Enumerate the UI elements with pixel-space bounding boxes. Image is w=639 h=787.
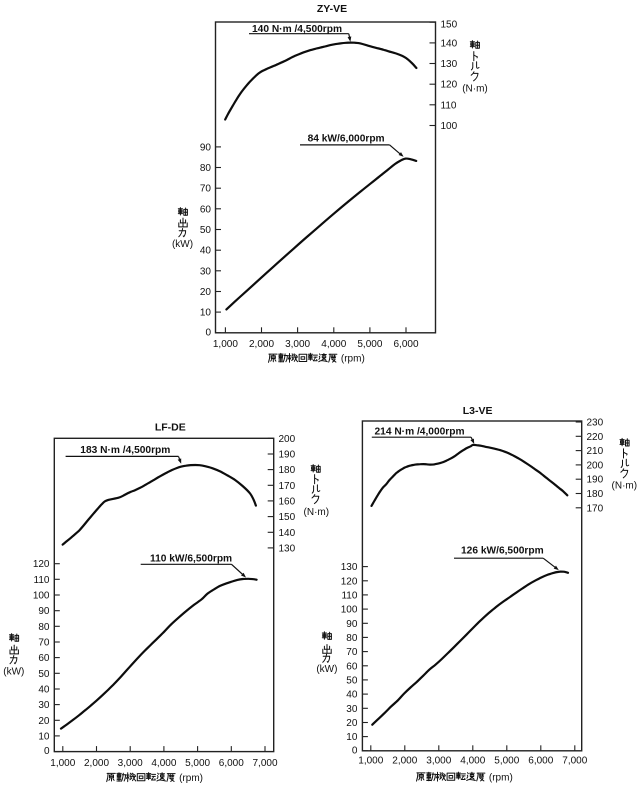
- svg-text:(N·m): (N·m): [612, 480, 638, 491]
- svg-text:LF-DE: LF-DE: [155, 422, 186, 434]
- svg-text:70: 70: [200, 184, 212, 195]
- svg-text:20: 20: [200, 287, 212, 298]
- svg-text:230: 230: [587, 418, 604, 429]
- svg-text:214 N·m /4,000rpm: 214 N·m /4,000rpm: [375, 427, 465, 438]
- svg-text:90: 90: [38, 606, 50, 617]
- svg-text:(kW): (kW): [316, 664, 337, 675]
- svg-text:180: 180: [587, 489, 604, 500]
- svg-text:120: 120: [441, 80, 458, 91]
- svg-text:30: 30: [200, 266, 212, 277]
- svg-text:100: 100: [441, 121, 458, 132]
- svg-text:10: 10: [38, 731, 50, 742]
- svg-text:60: 60: [346, 661, 358, 672]
- svg-text:40: 40: [38, 685, 50, 696]
- svg-text:20: 20: [38, 716, 50, 727]
- svg-text:110: 110: [341, 590, 357, 601]
- svg-text:110: 110: [441, 100, 457, 111]
- svg-text:110: 110: [34, 575, 50, 586]
- svg-text:L3-VE: L3-VE: [463, 405, 493, 417]
- svg-text:183 N·m /4,500rpm: 183 N·m /4,500rpm: [80, 445, 170, 456]
- svg-text:6,000: 6,000: [219, 758, 244, 769]
- svg-text:(kW): (kW): [172, 239, 193, 250]
- svg-text:220: 220: [587, 432, 604, 443]
- svg-text:(rpm): (rpm): [341, 354, 365, 365]
- svg-text:50: 50: [38, 669, 50, 680]
- svg-text:10: 10: [346, 732, 358, 743]
- svg-text:7,000: 7,000: [562, 756, 587, 767]
- svg-text:0: 0: [44, 746, 50, 757]
- svg-text:170: 170: [587, 503, 604, 514]
- svg-text:20: 20: [346, 718, 358, 729]
- svg-text:(kW): (kW): [3, 667, 24, 678]
- svg-text:170: 170: [279, 481, 296, 492]
- svg-text:(N·m): (N·m): [462, 84, 488, 95]
- svg-text:10: 10: [200, 308, 212, 319]
- svg-text:1,000: 1,000: [358, 756, 383, 767]
- svg-text:3,000: 3,000: [426, 756, 451, 767]
- svg-text:5,000: 5,000: [494, 756, 519, 767]
- svg-text:40: 40: [346, 690, 358, 701]
- svg-text:(rpm): (rpm): [489, 772, 513, 783]
- svg-text:3,000: 3,000: [285, 339, 310, 350]
- svg-text:80: 80: [200, 163, 212, 174]
- svg-text:100: 100: [33, 591, 50, 602]
- svg-text:2,000: 2,000: [392, 756, 417, 767]
- svg-text:0: 0: [352, 745, 358, 756]
- svg-text:6,000: 6,000: [528, 756, 553, 767]
- svg-text:120: 120: [33, 559, 50, 570]
- svg-text:1,000: 1,000: [50, 758, 75, 769]
- svg-text:140 N·m /4,500rpm: 140 N·m /4,500rpm: [252, 24, 342, 35]
- svg-text:50: 50: [346, 675, 358, 686]
- svg-text:120: 120: [341, 576, 358, 587]
- svg-text:4,000: 4,000: [151, 758, 176, 769]
- svg-text:ZY-VE: ZY-VE: [317, 3, 347, 15]
- svg-text:210: 210: [587, 446, 604, 457]
- svg-text:130: 130: [441, 59, 458, 70]
- svg-text:70: 70: [38, 638, 50, 649]
- svg-text:190: 190: [279, 450, 296, 461]
- svg-text:130: 130: [279, 543, 296, 554]
- svg-text:126 kW/6,500rpm: 126 kW/6,500rpm: [461, 545, 544, 556]
- svg-text:150: 150: [279, 512, 296, 523]
- svg-text:100: 100: [341, 605, 358, 616]
- svg-text:6,000: 6,000: [393, 339, 418, 350]
- svg-text:60: 60: [38, 653, 50, 664]
- svg-text:70: 70: [346, 647, 358, 658]
- svg-text:40: 40: [200, 246, 212, 257]
- svg-text:140: 140: [441, 38, 458, 49]
- svg-text:150: 150: [441, 20, 458, 31]
- svg-text:0: 0: [205, 327, 211, 338]
- svg-text:2,000: 2,000: [249, 339, 274, 350]
- svg-text:50: 50: [200, 225, 212, 236]
- svg-text:140: 140: [279, 528, 296, 539]
- svg-text:(rpm): (rpm): [179, 773, 203, 784]
- svg-text:180: 180: [279, 465, 296, 476]
- svg-text:110 kW/6,500rpm: 110 kW/6,500rpm: [150, 554, 232, 565]
- svg-text:160: 160: [279, 496, 296, 507]
- svg-text:1,000: 1,000: [213, 339, 238, 350]
- svg-text:80: 80: [346, 633, 358, 644]
- svg-text:200: 200: [279, 434, 296, 445]
- svg-text:(N·m): (N·m): [304, 507, 330, 518]
- svg-text:90: 90: [200, 142, 212, 153]
- svg-text:80: 80: [38, 622, 50, 633]
- svg-text:4,000: 4,000: [321, 339, 346, 350]
- svg-text:30: 30: [38, 700, 50, 711]
- svg-text:90: 90: [346, 619, 358, 630]
- svg-text:200: 200: [587, 460, 604, 471]
- svg-text:3,000: 3,000: [118, 758, 143, 769]
- svg-text:5,000: 5,000: [357, 339, 382, 350]
- svg-text:30: 30: [346, 704, 358, 715]
- svg-text:130: 130: [341, 562, 358, 573]
- svg-text:84 kW/6,000rpm: 84 kW/6,000rpm: [308, 134, 385, 145]
- svg-text:4,000: 4,000: [460, 756, 485, 767]
- svg-text:60: 60: [200, 204, 212, 215]
- svg-text:190: 190: [587, 475, 604, 486]
- svg-text:7,000: 7,000: [252, 758, 277, 769]
- svg-text:2,000: 2,000: [84, 758, 109, 769]
- svg-text:5,000: 5,000: [185, 758, 210, 769]
